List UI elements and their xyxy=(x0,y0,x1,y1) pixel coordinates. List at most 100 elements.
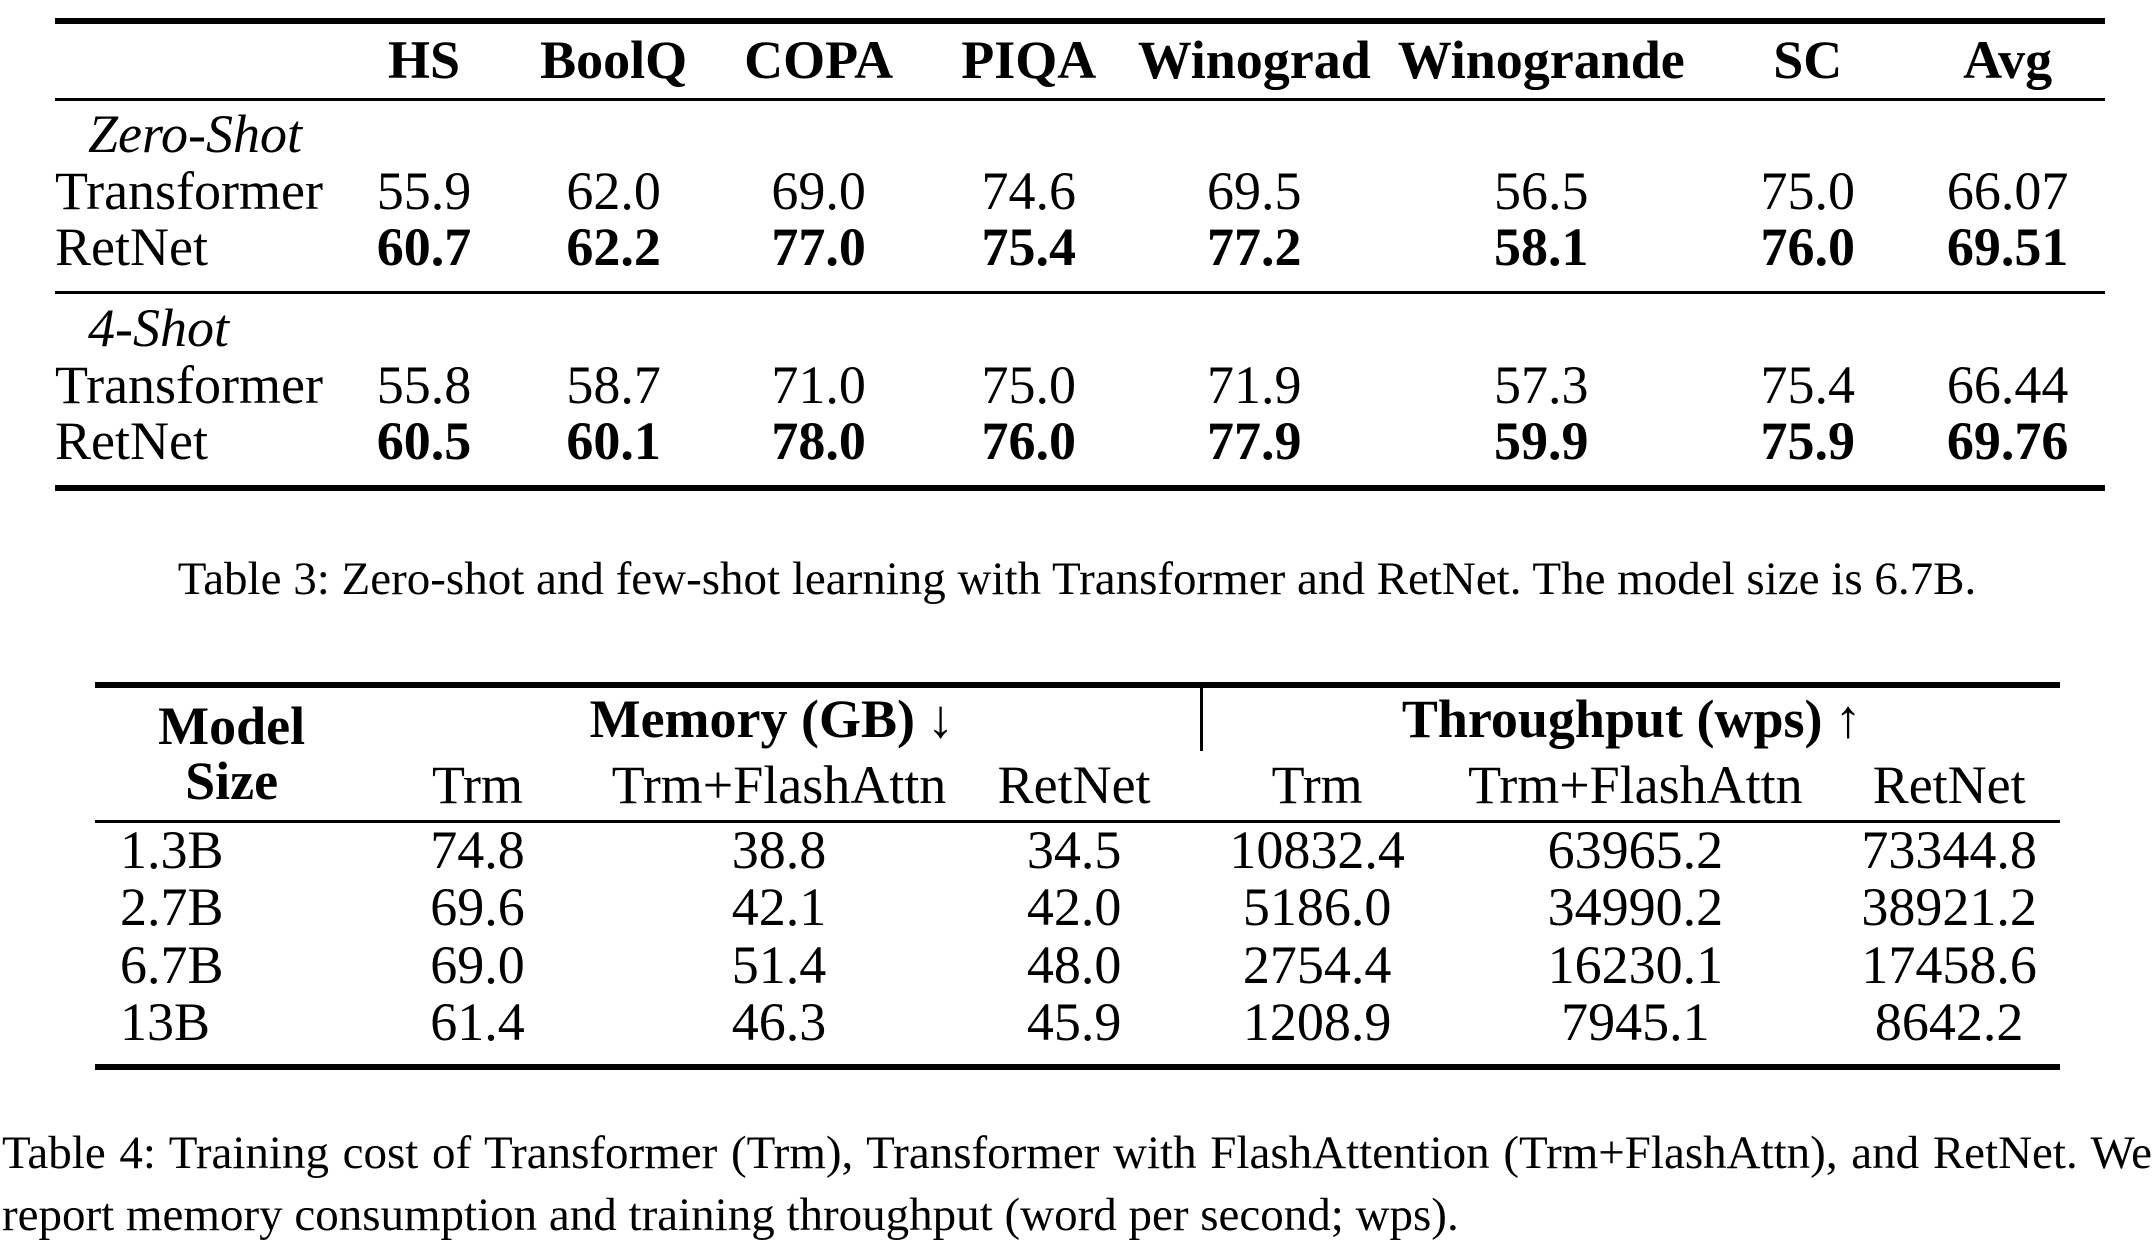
table-row: 13B 61.4 46.3 45.9 1208.9 7945.1 8642.2 xyxy=(95,992,2060,1067)
section-label-row: 4-Shot xyxy=(55,293,2105,357)
table3-header-row: HS BoolQ COPA PIQA Winograd Winogrande S… xyxy=(55,21,2105,101)
memory-group-label: Memory (GB) xyxy=(589,688,915,749)
model-size-cell: 13B xyxy=(120,992,211,1052)
memory-value-cell: 45.9 xyxy=(1026,992,1122,1052)
subcolumn-header-mem-flashattn: Trm+FlashAttn xyxy=(611,751,947,823)
throughput-value-cell: 34990.2 xyxy=(1547,877,1724,938)
memory-value-cell: 69.0 xyxy=(430,935,525,996)
model-name-cell: RetNet xyxy=(55,410,208,471)
table-row: 2.7B 69.6 42.1 42.0 5186.0 34990.2 38921… xyxy=(95,879,2060,937)
section-label-row: Zero-Shot xyxy=(55,99,2105,163)
memory-value-cell: 51.4 xyxy=(731,935,827,996)
training-cost-table: Model Size Memory (GB) ↓ Throughput (wps)… xyxy=(95,682,2060,1071)
throughput-value-cell: 7945.1 xyxy=(1561,992,1710,1052)
model-size-header: Model Size xyxy=(95,685,344,823)
subcolumn-header-thr-retnet: RetNet xyxy=(1838,751,2060,823)
metric-value-cell: 60.5 xyxy=(376,410,472,471)
metric-value-cell: 77.2 xyxy=(1207,217,1302,277)
subcolumn-header-thr-flashattn: Trm+FlashAttn xyxy=(1432,751,1839,823)
memory-value-cell: 61.4 xyxy=(430,992,525,1052)
metric-value-cell: 69.0 xyxy=(771,160,866,221)
metric-value-cell: 74.6 xyxy=(981,160,1077,221)
benchmark-results-table: HS BoolQ COPA PIQA Winograd Winogrande S… xyxy=(55,18,2105,491)
column-header-hs: HS xyxy=(331,21,517,101)
memory-value-cell: 46.3 xyxy=(731,992,827,1052)
metric-value-cell: 66.07 xyxy=(1946,160,2069,221)
column-header-copa: COPA xyxy=(711,21,927,101)
metric-value-cell: 60.7 xyxy=(376,217,472,277)
metric-value-cell: 56.5 xyxy=(1494,160,1589,221)
memory-value-cell: 69.6 xyxy=(430,877,525,938)
table-row: Transformer 55.9 62.0 69.0 74.6 69.5 56.… xyxy=(55,163,2105,220)
metric-value-cell: 57.3 xyxy=(1494,354,1589,415)
metric-value-cell: 75.4 xyxy=(981,217,1077,277)
section-label-4-shot: 4-Shot xyxy=(88,297,229,358)
metric-value-cell: 71.0 xyxy=(771,354,866,415)
table-row: RetNet 60.5 60.1 78.0 76.0 77.9 59.9 75.… xyxy=(55,410,2105,488)
table-row: 6.7B 69.0 51.4 48.0 2754.4 16230.1 17458… xyxy=(95,937,2060,995)
throughput-value-cell: 63965.2 xyxy=(1547,820,1724,881)
metric-value-cell: 58.1 xyxy=(1494,217,1589,277)
table4-subheader-row: Trm Trm+FlashAttn RetNet Trm Trm+FlashAt… xyxy=(95,751,2060,823)
metric-value-cell: 69.76 xyxy=(1946,410,2069,471)
throughput-value-cell: 73344.8 xyxy=(1861,820,2037,881)
memory-value-cell: 42.0 xyxy=(1026,877,1122,938)
table3-caption: Table 3: Zero-shot and few-shot learning… xyxy=(177,553,1977,605)
metric-value-cell: 78.0 xyxy=(771,410,866,471)
metric-value-cell: 60.1 xyxy=(566,410,661,471)
table4-group-header-row: Model Size Memory (GB) ↓ Throughput (wps)… xyxy=(95,685,2060,823)
throughput-group-label: Throughput (wps) xyxy=(1401,688,1823,749)
model-size-cell: 2.7B xyxy=(120,877,224,938)
table-row: 1.3B 74.8 38.8 34.5 10832.4 63965.2 7334… xyxy=(95,821,2060,879)
metric-value-cell: 55.9 xyxy=(376,160,472,221)
four-shot-section: 4-Shot Transformer 55.8 58.7 71.0 75.0 7… xyxy=(55,292,2105,488)
up-arrow-icon: ↑ xyxy=(1834,688,1862,749)
throughput-value-cell: 8642.2 xyxy=(1874,992,2024,1052)
throughput-value-cell: 17458.6 xyxy=(1861,935,2037,996)
column-header-boolq: BoolQ xyxy=(516,21,711,101)
table-row: Transformer 55.8 58.7 71.0 75.0 71.9 57.… xyxy=(55,357,2105,414)
metric-value-cell: 59.9 xyxy=(1494,410,1589,471)
metric-value-cell: 75.4 xyxy=(1760,354,1856,415)
column-header-piqa: PIQA xyxy=(926,21,1132,101)
metric-value-cell: 58.7 xyxy=(566,354,661,415)
column-header-winograd: Winograd xyxy=(1131,21,1378,101)
memory-value-cell: 38.8 xyxy=(731,820,827,881)
memory-group-header: Memory (GB) ↓ xyxy=(343,685,1202,751)
metric-value-cell: 55.8 xyxy=(376,354,472,415)
throughput-value-cell: 38921.2 xyxy=(1861,877,2037,938)
metric-value-cell: 75.9 xyxy=(1760,410,1856,471)
throughput-value-cell: 5186.0 xyxy=(1242,877,1392,938)
metric-value-cell: 75.0 xyxy=(981,354,1077,415)
table-row: RetNet 60.7 62.2 77.0 75.4 77.2 58.1 76.… xyxy=(55,220,2105,293)
throughput-value-cell: 2754.4 xyxy=(1242,935,1392,996)
subcolumn-header-thr-trm: Trm xyxy=(1201,751,1433,823)
metric-value-cell: 71.9 xyxy=(1207,354,1302,415)
throughput-value-cell: 10832.4 xyxy=(1229,820,1405,881)
column-header-avg: Avg xyxy=(1910,21,2105,101)
subcolumn-header-mem-retnet: RetNet xyxy=(946,751,1202,823)
metric-value-cell: 62.2 xyxy=(566,217,661,277)
section-label-zero-shot: Zero-Shot xyxy=(88,104,302,165)
metric-value-cell: 77.9 xyxy=(1207,410,1302,471)
model-name-cell: Transformer xyxy=(55,354,323,415)
metric-value-cell: 62.0 xyxy=(566,160,661,221)
zero-shot-section: Zero-Shot Transformer 55.9 62.0 69.0 74.… xyxy=(55,99,2105,293)
model-name-cell: Transformer xyxy=(55,160,323,221)
throughput-value-cell: 1208.9 xyxy=(1242,992,1392,1052)
model-size-cell: 1.3B xyxy=(120,820,224,881)
memory-value-cell: 34.5 xyxy=(1026,820,1122,881)
throughput-value-cell: 16230.1 xyxy=(1547,935,1724,996)
metric-value-cell: 77.0 xyxy=(771,217,866,277)
metric-value-cell: 69.51 xyxy=(1946,217,2069,277)
metric-value-cell: 66.44 xyxy=(1946,354,2069,415)
throughput-group-header: Throughput (wps) ↑ xyxy=(1200,685,2060,751)
model-name-cell: RetNet xyxy=(55,217,208,277)
column-header-sc: SC xyxy=(1705,21,1911,101)
metric-value-cell: 75.0 xyxy=(1760,160,1856,221)
column-header-winogrande: Winogrande xyxy=(1377,21,1706,101)
subcolumn-header-mem-trm: Trm xyxy=(343,751,612,823)
table4-caption: Table 4: Training cost of Transformer (T… xyxy=(2,1127,2152,1241)
metric-value-cell: 76.0 xyxy=(981,410,1077,471)
